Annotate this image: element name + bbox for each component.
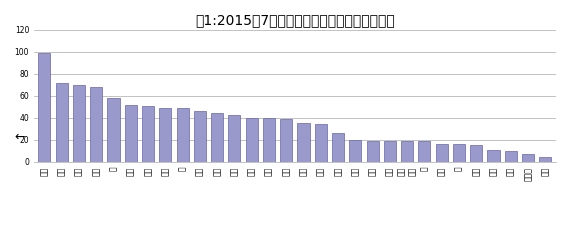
Bar: [229, 115, 240, 162]
Bar: [453, 144, 465, 162]
Bar: [470, 145, 483, 162]
Bar: [332, 133, 344, 162]
Bar: [280, 119, 292, 162]
Bar: [39, 53, 50, 162]
Bar: [73, 85, 85, 162]
Bar: [263, 118, 275, 162]
Bar: [315, 124, 327, 162]
Bar: [211, 114, 223, 162]
Bar: [246, 118, 258, 162]
Bar: [142, 106, 154, 162]
Bar: [366, 141, 379, 162]
Bar: [125, 105, 137, 162]
Bar: [384, 141, 396, 162]
Bar: [488, 150, 500, 162]
Title: 图1:2015年7月各地查处的建筑施工违法项目数: 图1:2015年7月各地查处的建筑施工违法项目数: [195, 13, 395, 27]
Bar: [298, 123, 310, 162]
Bar: [435, 144, 448, 162]
Bar: [522, 154, 534, 162]
Text: ←: ←: [15, 130, 25, 143]
Bar: [90, 87, 102, 162]
Bar: [418, 141, 430, 162]
Bar: [401, 141, 413, 162]
Bar: [56, 83, 67, 162]
Bar: [539, 157, 551, 162]
Bar: [349, 140, 361, 162]
Bar: [194, 111, 206, 162]
Bar: [107, 98, 120, 162]
Bar: [176, 108, 189, 162]
Bar: [505, 151, 517, 162]
Bar: [159, 108, 171, 162]
